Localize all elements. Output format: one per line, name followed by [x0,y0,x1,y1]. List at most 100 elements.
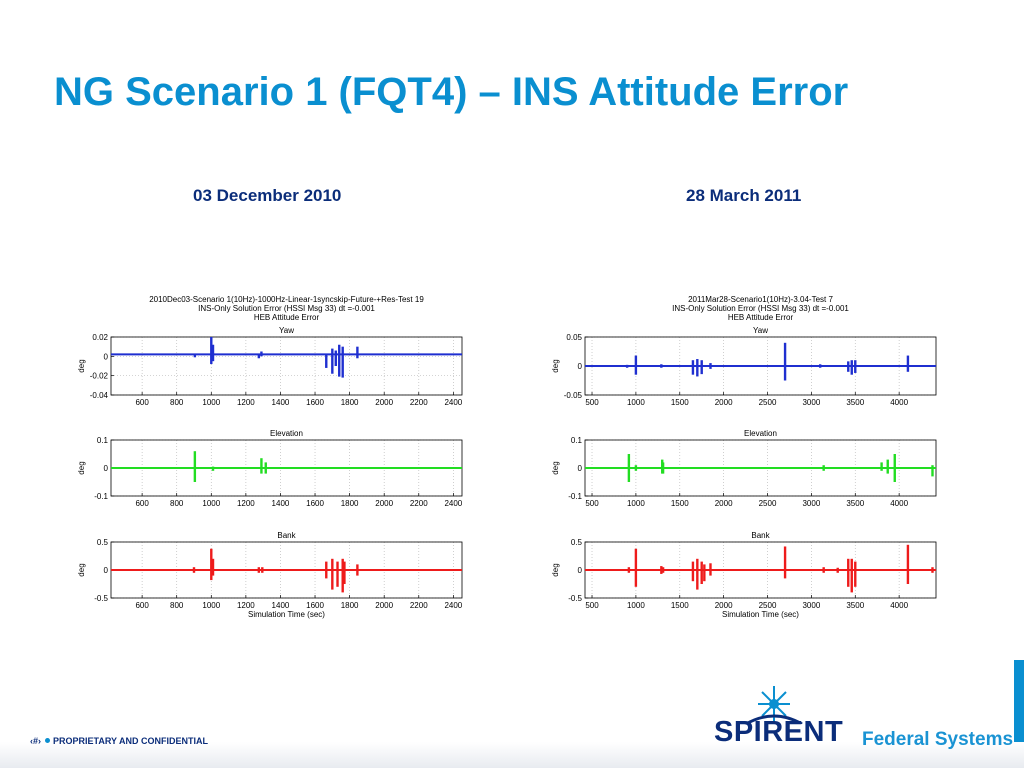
x-tick-label: 1000 [627,499,645,508]
x-tick-label: 1500 [671,601,689,610]
figure-title-line: 2011Mar28-Scenario1(10Hz)-3.04-Test 7 [688,295,833,304]
x-tick-label: 2400 [444,499,462,508]
left-attitude-figure: 2010Dec03-Scenario 1(10Hz)-1000Hz-Linear… [36,290,476,625]
x-tick-label: 2000 [715,601,733,610]
x-tick-label: 1600 [306,398,324,407]
x-tick-label: 1000 [627,601,645,610]
spirent-logo: SPIRENT Federal Systems [706,684,1013,754]
logo-subtitle: Federal Systems [862,729,1014,750]
x-tick-label: 1400 [272,601,290,610]
x-tick-label: 4000 [890,499,908,508]
page-number: ‹#› [30,736,41,746]
y-axis-label: deg [77,563,86,576]
x-tick-label: 800 [170,499,184,508]
y-tick-label: -0.05 [564,391,583,400]
panel-yaw: Yaw 0.02 0 -0.02 -0.04 600 800 1000 1200 1400 1600… [77,326,463,407]
x-tick-label: 2200 [410,398,428,407]
y-tick-label: 0.1 [571,436,583,445]
x-tick-label: 1000 [202,398,220,407]
slide-title: NG Scenario 1 (FQT4) – INS Attitude Erro… [54,70,849,114]
y-tick-label: -0.5 [568,594,582,603]
figure-title-line: INS-Only Solution Error (HSSI Msg 33) dt… [672,304,849,313]
panel-title: Bank [277,531,296,540]
x-tick-label: 1000 [202,499,220,508]
y-tick-label: 0 [578,362,583,371]
x-tick-label: 3000 [802,601,820,610]
x-tick-label: 3000 [802,398,820,407]
x-tick-label: 1400 [272,398,290,407]
footer-bar [0,742,1024,768]
y-axis-label: deg [551,461,560,474]
panel-elevation: Elevation 0.1 0 -0.1 600 800 1000 1200 1400 1600 1… [77,429,463,508]
x-axis-label: Simulation Time (sec) [722,610,799,619]
figure-title-line: INS-Only Solution Error (HSSI Msg 33) dt… [198,304,375,313]
x-tick-label: 500 [585,601,599,610]
x-tick-label: 1500 [671,499,689,508]
panel-title: Yaw [753,326,768,335]
x-tick-label: 1800 [341,499,359,508]
y-tick-label: -0.02 [90,372,109,381]
x-tick-label: 600 [135,601,149,610]
x-tick-label: 600 [135,499,149,508]
y-tick-label: 0.5 [97,538,109,547]
x-tick-label: 1600 [306,601,324,610]
y-axis-label: deg [551,359,560,372]
x-axis-label: Simulation Time (sec) [248,610,325,619]
x-tick-label: 1800 [341,398,359,407]
x-tick-label: 2000 [715,499,733,508]
x-tick-label: 800 [170,601,184,610]
axes-box [110,336,463,396]
x-tick-label: 2500 [759,398,777,407]
x-tick-label: 2000 [375,499,393,508]
star-burst-icon [745,686,803,724]
figure-title-line: HEB Attitude Error [728,313,794,322]
x-tick-label: 2500 [759,499,777,508]
panel-title: Elevation [744,429,777,438]
y-tick-label: 0 [104,566,109,575]
x-tick-label: 1500 [671,398,689,407]
x-tick-label: 2000 [375,398,393,407]
x-tick-label: 2000 [715,398,733,407]
confidentiality-notice: PROPRIETARY AND CONFIDENTIAL [53,736,209,746]
x-tick-label: 3500 [846,601,864,610]
x-tick-label: 1800 [341,601,359,610]
panel-title: Bank [751,531,770,540]
x-tick-label: 1600 [306,499,324,508]
panel-title: Yaw [279,326,294,335]
x-tick-label: 2200 [410,601,428,610]
y-tick-label: 0 [104,464,109,473]
x-tick-label: 1200 [237,601,255,610]
y-axis-label: deg [77,461,86,474]
y-tick-label: -0.1 [94,492,108,501]
x-tick-label: 3000 [802,499,820,508]
left-column-heading: 03 December 2010 [193,186,342,205]
footer: ‹#› PROPRIETARY AND CONFIDENTIAL [30,736,208,746]
x-tick-label: 500 [585,398,599,407]
x-tick-label: 4000 [890,398,908,407]
brand-edge-strip [1014,660,1024,750]
right-attitude-figure: 2011Mar28-Scenario1(10Hz)-3.04-Test 7 INS… [510,290,950,625]
y-tick-label: -0.1 [568,492,582,501]
x-tick-label: 2500 [759,601,777,610]
panel-elevation: Elevation 0.1 0 -0.1500 1000 1500 2000 2500 3000… [551,429,937,508]
x-tick-label: 3500 [846,499,864,508]
x-tick-label: 1200 [237,499,255,508]
x-tick-label: 1400 [272,499,290,508]
y-tick-label: 0 [104,352,109,361]
x-tick-label: 1000 [627,398,645,407]
x-tick-label: 2200 [410,499,428,508]
panel-title: Elevation [270,429,303,438]
y-axis-label: deg [77,359,86,372]
y-tick-label: 0 [578,566,583,575]
logo-wordmark: SPIRENT [714,716,844,748]
y-tick-label: 0.5 [571,538,583,547]
panel-bank: Bank 0.5 0 -0.5 600 800 1000 1200 1400 1600 1800 20… [77,531,463,610]
x-tick-label: 600 [135,398,149,407]
x-tick-label: 3500 [846,398,864,407]
y-tick-label: 0 [578,464,583,473]
y-tick-label: 0.02 [92,333,108,342]
x-tick-label: 1000 [202,601,220,610]
figure-title-line: 2010Dec03-Scenario 1(10Hz)-1000Hz-Linear… [149,295,424,304]
